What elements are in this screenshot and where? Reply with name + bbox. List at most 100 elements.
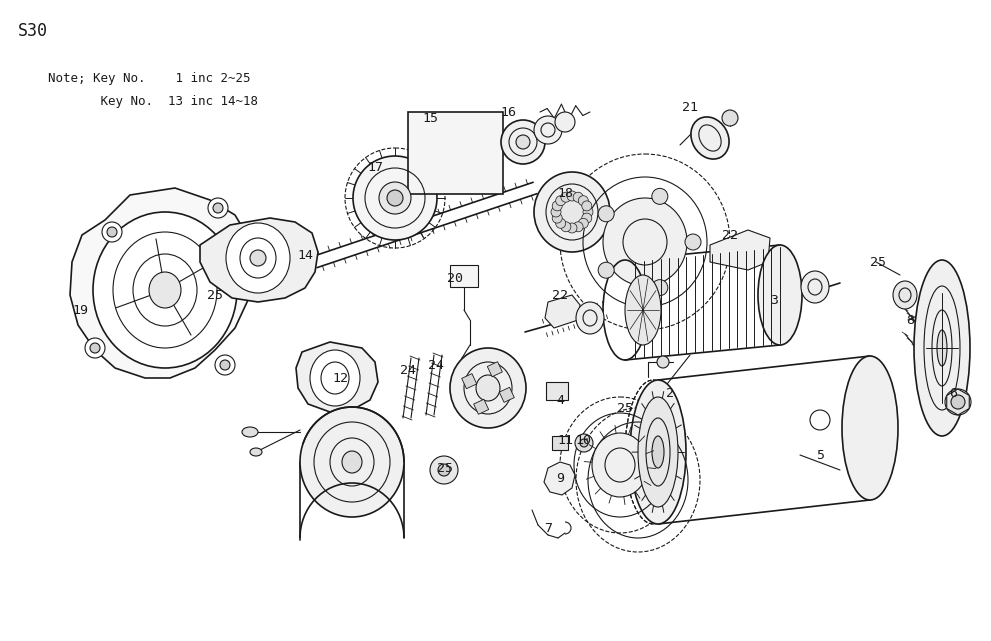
Polygon shape <box>544 462 575 495</box>
Ellipse shape <box>657 356 669 368</box>
Text: 24: 24 <box>400 363 416 376</box>
Polygon shape <box>70 188 255 378</box>
Ellipse shape <box>555 112 575 132</box>
Ellipse shape <box>625 275 661 345</box>
Ellipse shape <box>638 397 678 507</box>
Ellipse shape <box>567 191 577 201</box>
Ellipse shape <box>603 198 687 286</box>
Ellipse shape <box>107 227 117 237</box>
Text: 22: 22 <box>552 288 568 301</box>
Text: 11: 11 <box>557 433 573 447</box>
Text: 5: 5 <box>816 449 824 462</box>
Ellipse shape <box>599 262 614 278</box>
Bar <box>546 382 568 400</box>
Ellipse shape <box>599 206 614 222</box>
Text: 2: 2 <box>666 387 674 399</box>
Ellipse shape <box>250 448 262 456</box>
Ellipse shape <box>300 407 404 517</box>
Ellipse shape <box>579 219 589 228</box>
Ellipse shape <box>722 110 738 126</box>
Ellipse shape <box>592 433 648 497</box>
Text: 25: 25 <box>437 462 453 474</box>
Polygon shape <box>462 374 477 388</box>
Polygon shape <box>296 342 378 412</box>
Ellipse shape <box>556 196 566 206</box>
Bar <box>408 112 503 194</box>
Ellipse shape <box>951 395 965 409</box>
Ellipse shape <box>149 272 181 308</box>
Ellipse shape <box>85 338 105 358</box>
Ellipse shape <box>250 250 266 266</box>
Ellipse shape <box>353 156 437 240</box>
Text: 21: 21 <box>682 101 698 113</box>
Polygon shape <box>499 387 514 403</box>
Ellipse shape <box>93 212 237 368</box>
Text: 19: 19 <box>72 303 88 317</box>
Ellipse shape <box>583 207 593 217</box>
Text: 9: 9 <box>556 472 564 485</box>
Text: 20: 20 <box>447 272 463 285</box>
Ellipse shape <box>342 451 362 473</box>
Ellipse shape <box>582 213 592 223</box>
Polygon shape <box>474 399 489 414</box>
Ellipse shape <box>213 203 223 213</box>
Ellipse shape <box>476 375 500 401</box>
Polygon shape <box>946 389 969 415</box>
Ellipse shape <box>220 360 230 370</box>
Ellipse shape <box>575 434 593 452</box>
Ellipse shape <box>573 222 583 232</box>
Ellipse shape <box>387 190 403 206</box>
Ellipse shape <box>90 343 100 353</box>
Text: 24: 24 <box>428 358 444 372</box>
Ellipse shape <box>842 356 898 500</box>
Text: 7: 7 <box>544 522 552 535</box>
Text: 15: 15 <box>422 112 438 124</box>
Ellipse shape <box>945 389 971 415</box>
Ellipse shape <box>652 188 668 204</box>
Text: 25: 25 <box>617 401 633 415</box>
Ellipse shape <box>685 234 701 250</box>
Ellipse shape <box>379 182 411 214</box>
Text: 8: 8 <box>906 313 914 326</box>
Polygon shape <box>545 295 580 328</box>
Ellipse shape <box>552 213 562 223</box>
Ellipse shape <box>501 120 545 164</box>
Ellipse shape <box>652 436 664 468</box>
Text: 6: 6 <box>949 387 957 399</box>
Ellipse shape <box>561 192 571 202</box>
Polygon shape <box>200 218 318 302</box>
Text: 3: 3 <box>770 294 778 306</box>
Text: 18: 18 <box>557 187 573 199</box>
Ellipse shape <box>242 427 258 437</box>
Ellipse shape <box>226 223 290 293</box>
Ellipse shape <box>573 192 583 202</box>
Ellipse shape <box>914 260 970 436</box>
Text: 10: 10 <box>575 433 591 447</box>
Ellipse shape <box>561 222 571 232</box>
Text: 16: 16 <box>500 106 516 119</box>
Ellipse shape <box>534 172 610 252</box>
Polygon shape <box>488 362 502 377</box>
Ellipse shape <box>758 245 802 345</box>
Text: Note; Key No.    1 inc 2~25: Note; Key No. 1 inc 2~25 <box>48 72 251 85</box>
Ellipse shape <box>558 197 586 227</box>
Ellipse shape <box>691 117 729 159</box>
Ellipse shape <box>556 219 566 228</box>
Polygon shape <box>710 230 770 270</box>
Ellipse shape <box>438 464 450 476</box>
Ellipse shape <box>810 410 830 430</box>
Ellipse shape <box>552 201 562 211</box>
Bar <box>450 265 478 287</box>
Ellipse shape <box>580 439 588 447</box>
Text: S30: S30 <box>18 22 48 40</box>
Ellipse shape <box>450 348 526 428</box>
Ellipse shape <box>551 207 561 217</box>
Ellipse shape <box>582 201 592 211</box>
Ellipse shape <box>215 355 235 375</box>
Text: Key No.  13 inc 14~18: Key No. 13 inc 14~18 <box>48 95 258 108</box>
Ellipse shape <box>579 196 589 206</box>
Text: 25: 25 <box>870 256 886 269</box>
Ellipse shape <box>576 302 604 334</box>
Text: 17: 17 <box>367 160 383 174</box>
Ellipse shape <box>534 116 562 144</box>
